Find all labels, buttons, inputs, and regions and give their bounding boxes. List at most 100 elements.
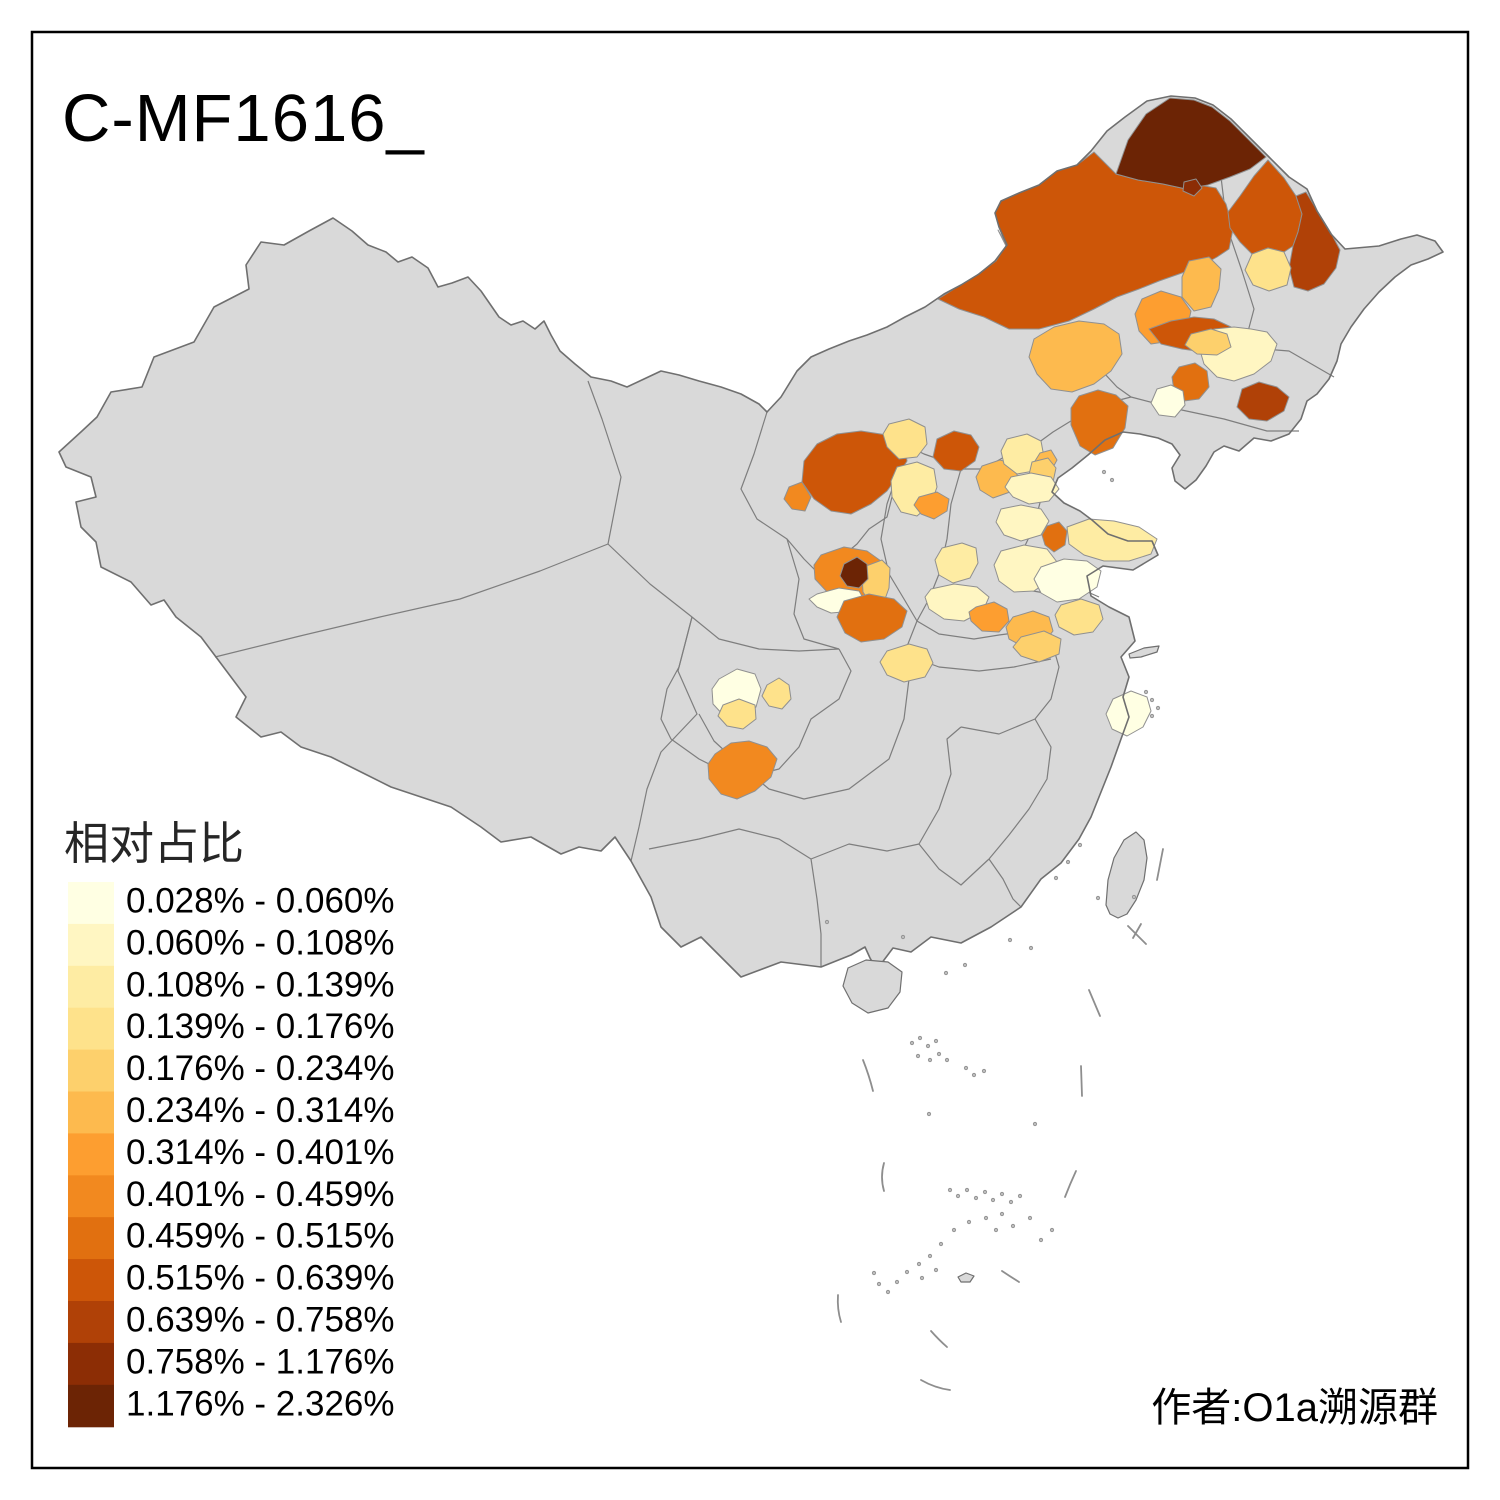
islet-dot — [904, 1269, 910, 1275]
islet-dot — [973, 1195, 979, 1201]
legend-items: 0.028% - 0.060%0.060% - 0.108%0.108% - 0… — [68, 882, 395, 1428]
sea-dash-segment — [920, 1379, 951, 1391]
province-border-line — [740, 411, 820, 575]
legend-swatch-13 — [68, 1384, 114, 1428]
map-region-region-06 — [1244, 247, 1292, 292]
islet-dot — [943, 970, 949, 976]
map-region-region-20 — [882, 418, 928, 460]
legend-title: 相对占比 — [64, 818, 244, 869]
islet-dot — [1017, 1193, 1023, 1199]
map-region-region-05 — [1182, 178, 1203, 197]
legend-label-3: 0.108% - 0.139% — [126, 965, 395, 1004]
map-region-region-29 — [1041, 521, 1068, 553]
islet-dot — [944, 1057, 950, 1063]
sea-dash-segment — [1132, 923, 1142, 939]
islet-dot — [1038, 1237, 1044, 1243]
map-region-region-15 — [1028, 320, 1123, 393]
province-border-line — [988, 858, 1022, 908]
islet-dot — [1053, 875, 1059, 881]
chongming-island — [1128, 645, 1160, 659]
legend-label-1: 0.028% - 0.060% — [126, 882, 395, 921]
islet-dot — [1101, 469, 1107, 475]
legend-swatch-11 — [68, 1301, 114, 1344]
legend-swatch-12 — [68, 1342, 114, 1386]
province-border-line — [810, 858, 822, 967]
province-border-line — [880, 468, 918, 622]
national-outline-stroke — [58, 95, 1444, 978]
islet-dot — [919, 1275, 925, 1281]
islet-dot — [1007, 937, 1013, 943]
islet-dot — [1010, 1223, 1016, 1229]
islet-dot — [933, 1038, 939, 1044]
south-sea-island — [957, 1272, 975, 1283]
province-border-line — [786, 538, 840, 650]
islet-dot — [917, 1035, 923, 1041]
map-region-region-47 — [761, 677, 792, 710]
province-border-line — [214, 543, 609, 658]
figure-title: C-MF1616_ — [62, 81, 425, 156]
islet-dot — [926, 1111, 932, 1117]
islet-dot — [927, 1057, 933, 1063]
figure-border-frame — [30, 30, 1470, 1470]
islet-dot — [1077, 842, 1083, 848]
islet-dot — [1109, 477, 1115, 483]
map-region-region-42 — [839, 556, 869, 589]
province-border-line — [607, 543, 840, 652]
sea-dash-segment — [1001, 1270, 1020, 1283]
islet-dot — [993, 1227, 999, 1233]
islet-dot — [1143, 689, 1149, 695]
sea-dash-segment — [836, 1294, 842, 1323]
national-outline — [58, 95, 1444, 978]
legend-label-2: 0.060% - 0.108% — [126, 923, 395, 962]
map-region-region-19 — [783, 481, 812, 512]
sea-dash-segment — [1080, 1065, 1083, 1097]
map-region-region-32 — [1033, 558, 1102, 603]
province-border-line — [988, 718, 1052, 860]
province-border-line — [918, 843, 990, 886]
map-region-region-11 — [1184, 328, 1232, 356]
islet-dot — [963, 1065, 969, 1071]
sea-dash-segment — [1156, 848, 1164, 881]
map-region-region-13 — [1150, 384, 1186, 418]
map-region-region-17 — [932, 430, 980, 472]
islet-dot — [933, 1267, 939, 1273]
islet-dot — [966, 1219, 972, 1225]
legend-swatch-10 — [68, 1259, 114, 1302]
map-region-region-07 — [1181, 256, 1222, 312]
map-region-region-46 — [717, 698, 757, 730]
map-region-region-33 — [934, 542, 979, 584]
islet-dot — [876, 1281, 882, 1287]
islet-dot — [999, 1211, 1005, 1217]
map-region-region-25 — [1004, 472, 1060, 505]
islet-dot — [1008, 1199, 1014, 1205]
map-region-region-28 — [995, 504, 1050, 542]
china-landmass — [59, 96, 1443, 977]
map-region-region-14 — [1236, 381, 1290, 422]
islet-dot — [938, 1241, 944, 1247]
province-border-line — [587, 380, 622, 545]
attribution-text: 作者:O1a溯源群 — [1151, 1386, 1438, 1430]
map-region-region-35 — [968, 601, 1010, 633]
islet-dot — [982, 1189, 988, 1195]
map-region-region-27 — [913, 491, 950, 520]
sea-dash-segment — [1127, 925, 1147, 945]
map-region-region-38 — [1054, 598, 1104, 636]
islet-dot — [1155, 705, 1161, 711]
legend-label-7: 0.314% - 0.401% — [126, 1133, 395, 1172]
legend-swatch-1 — [68, 882, 114, 925]
islet-dot — [927, 1253, 933, 1259]
islet-dot — [1049, 1227, 1055, 1233]
legend-label-9: 0.459% - 0.515% — [126, 1217, 395, 1256]
legend-label-13: 1.176% - 2.326% — [126, 1384, 395, 1423]
province-border-line — [960, 718, 1036, 735]
map-region-region-02 — [1115, 97, 1267, 190]
legend-swatch-8 — [68, 1175, 114, 1218]
hainan-island — [842, 959, 903, 1014]
sea-dash-segment — [881, 1162, 885, 1192]
islet-dot — [916, 1261, 922, 1267]
map-region-region-44 — [836, 593, 908, 643]
province-border-line — [648, 828, 812, 860]
islet-dot — [964, 1187, 970, 1193]
